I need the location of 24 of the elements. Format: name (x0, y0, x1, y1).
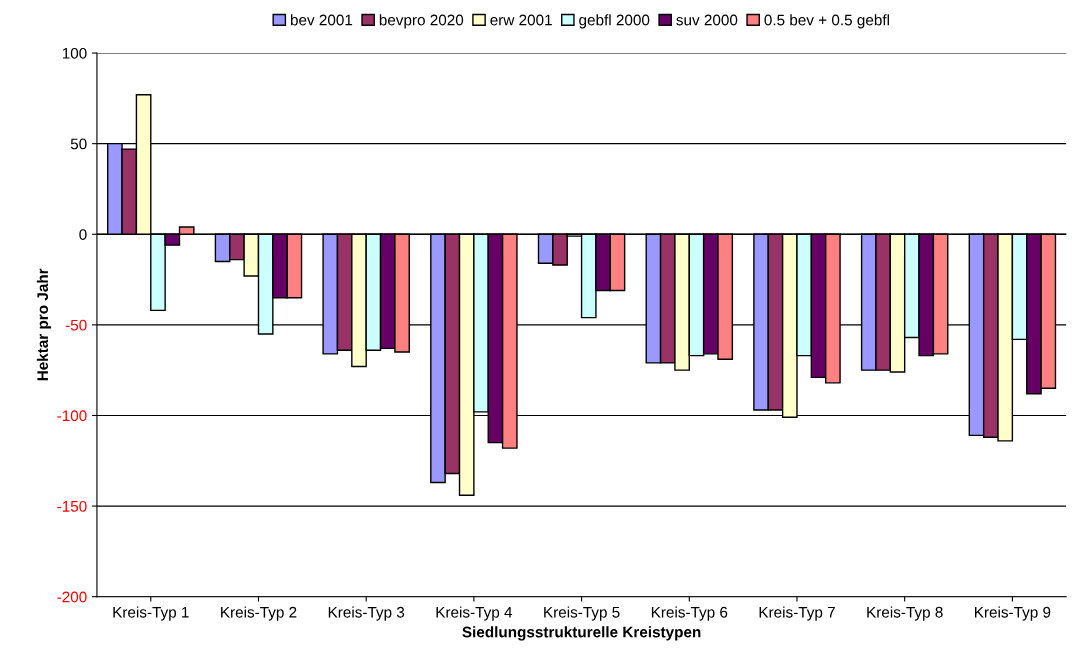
x-tick-label: Kreis-Typ 5 (544, 606, 620, 621)
x-tick-label: Kreis-Typ 7 (759, 606, 835, 621)
y-tick-label: 50 (70, 138, 87, 150)
y-axis-title: Hektar pro Jahr (36, 268, 52, 381)
legend-label: bevpro 2020 (379, 14, 464, 29)
x-tick-label: Kreis-Typ 4 (436, 606, 513, 621)
x-tick-label: Kreis-Typ 1 (113, 606, 189, 621)
legend-label: bev 2001 (290, 14, 353, 26)
y-tick-label: -150 (57, 500, 87, 512)
legend-label: gebfl 2000 (579, 14, 650, 29)
x-tick-label: Kreis-Typ 9 (975, 606, 1051, 621)
y-tick-label: 100 (62, 47, 87, 59)
legend-label: suv 2000 (676, 14, 738, 26)
legend-label: erw 2001 (490, 14, 552, 26)
legend-label: 0.5 bev + 0.5 gebfl (764, 14, 889, 29)
x-tick-label: Kreis-Typ 8 (867, 606, 943, 621)
x-tick-label: Kreis-Typ 2 (221, 606, 297, 621)
y-tick-label: -200 (57, 591, 87, 603)
x-axis-title: Siedlungsstrukturelle Kreistypen (462, 626, 701, 641)
y-tick-label: -50 (65, 319, 87, 331)
y-tick-label: 0 (79, 229, 87, 240)
x-tick-label: Kreis-Typ 6 (651, 606, 728, 621)
y-tick-label: -100 (57, 410, 87, 422)
x-tick-label: Kreis-Typ 3 (328, 606, 405, 621)
